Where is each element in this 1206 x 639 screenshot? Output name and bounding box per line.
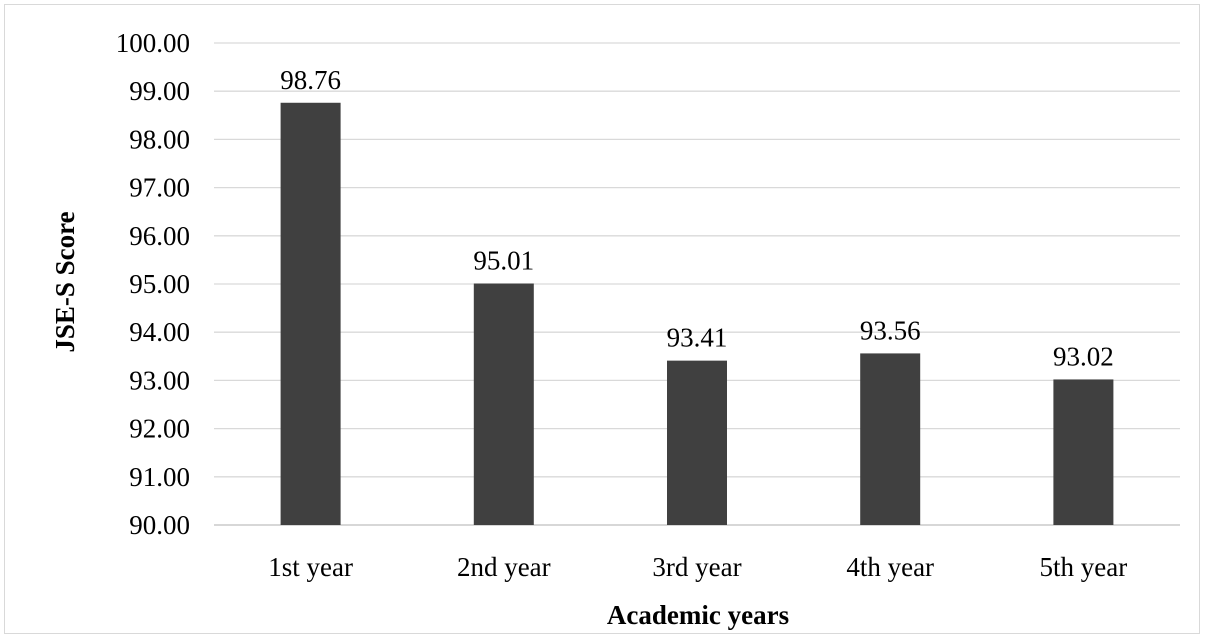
y-axis-ticks: 90.00 91.00 92.00 93.00 94.00 95.00 96.00 97.00…	[116, 28, 190, 540]
bar	[667, 360, 727, 525]
x-tick-label: 1st year	[268, 552, 353, 582]
y-tick-label: 97.00	[129, 173, 190, 203]
data-labels: 98.76 95.01 93.41 93.56 93.02	[280, 65, 1114, 372]
y-tick-label: 98.00	[129, 124, 190, 154]
bar	[473, 283, 534, 525]
data-label: 93.41	[667, 323, 728, 353]
chart-frame	[4, 4, 1200, 634]
y-tick-label: 94.00	[129, 317, 190, 347]
y-axis-title: JSE-S Score	[50, 211, 80, 352]
x-axis-ticks: 1st year 2nd year 3rd year 4th year 5th year	[268, 552, 1127, 582]
bar	[1053, 379, 1114, 525]
bars	[280, 102, 1114, 525]
x-tick-label: 3rd year	[652, 552, 741, 582]
y-tick-label: 91.00	[129, 462, 190, 492]
data-label: 93.02	[1053, 341, 1114, 371]
gridlines	[214, 42, 1180, 526]
y-tick-label: 100.00	[116, 28, 190, 58]
y-tick-label: 99.00	[129, 76, 190, 106]
data-label: 93.56	[860, 315, 921, 345]
data-label: 95.01	[473, 246, 534, 276]
x-tick-label: 2nd year	[457, 552, 551, 582]
bar	[280, 102, 341, 525]
x-tick-label: 4th year	[846, 552, 934, 582]
y-tick-label: 96.00	[129, 221, 190, 251]
y-tick-label: 90.00	[129, 510, 190, 540]
bar	[860, 353, 921, 525]
x-axis-title: Academic years	[607, 600, 789, 630]
y-tick-label: 95.00	[129, 269, 190, 299]
y-tick-label: 92.00	[129, 414, 190, 444]
y-tick-label: 93.00	[129, 365, 190, 395]
data-label: 98.76	[280, 65, 341, 95]
x-tick-label: 5th year	[1040, 552, 1128, 582]
